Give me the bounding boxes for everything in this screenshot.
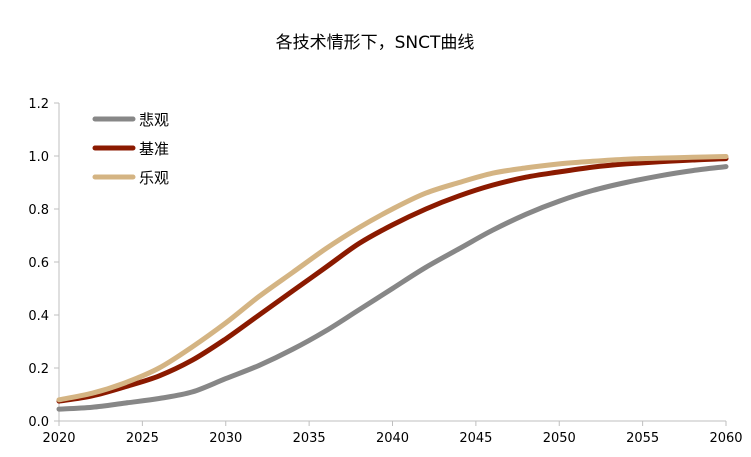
- x-tick-label: 2045: [459, 431, 492, 446]
- legend-label: 乐观: [139, 169, 169, 187]
- y-tick-label: 0.4: [28, 309, 49, 324]
- x-tick-label: 2055: [626, 431, 659, 446]
- chart-title: 各技术情形下，SNCT曲线: [276, 33, 475, 53]
- axes: 0.0 0.2 0.4 0.6 0.8 1.0 1.2 2020 2025 2030 2035 204…: [28, 97, 742, 446]
- x-tick-label: 2050: [543, 431, 576, 446]
- y-tick-label: 1.2: [28, 97, 49, 112]
- series-line-2: [56, 156, 729, 404]
- y-tick-label: 0.2: [28, 362, 49, 377]
- y-tick-label: 0.6: [28, 256, 49, 271]
- x-tick-label: 2020: [42, 431, 75, 446]
- x-tick-label: 2040: [376, 431, 409, 446]
- y-tick-label: 0.0: [28, 415, 49, 430]
- x-tick-label: 2030: [209, 431, 242, 446]
- series-line-3: [56, 154, 729, 403]
- legend-label: 悲观: [139, 111, 169, 129]
- legend-label: 基准: [139, 140, 169, 158]
- x-tick-label: 2060: [709, 431, 742, 446]
- y-tick-label: 1.0: [28, 150, 49, 165]
- y-tick-label: 0.8: [28, 203, 49, 218]
- series-lines: [56, 154, 729, 412]
- x-tick-label: 2025: [126, 431, 159, 446]
- series-line-1: [56, 164, 729, 412]
- x-tick-label: 2035: [293, 431, 326, 446]
